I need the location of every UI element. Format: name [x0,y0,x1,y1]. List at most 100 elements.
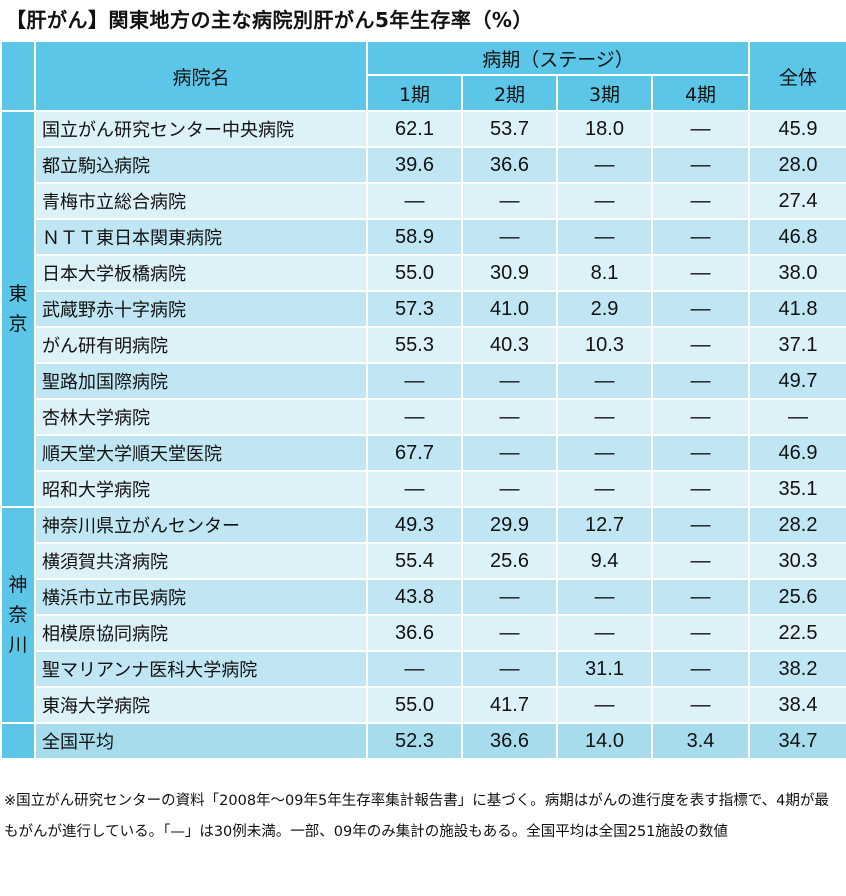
stage-4-value: — [651,614,750,652]
table-row: 杏林大学病院 — — — — — [1,398,846,436]
stage-1-value: 55.3 [366,326,463,364]
stage-1-value: — [366,650,463,688]
stage-2-value: 29.9 [461,506,558,544]
overall-value: 22.5 [748,614,846,652]
overall-value: 27.4 [748,182,846,220]
stage-2-value: 41.7 [461,686,558,724]
hospital-name: 杏林大学病院 [34,398,368,436]
stage-3-value: — [556,470,653,508]
table-row: 都立駒込病院 39.6 36.6 — — 28.0 [1,146,846,184]
stage-2-value: — [461,578,558,616]
stage-4-value: — [651,362,750,400]
stage-1-value: 62.1 [366,110,463,148]
stage-3-value: — [556,398,653,436]
stage-4-value: — [651,686,750,724]
header-overall: 全体 [748,40,846,112]
corner-cell [0,40,36,112]
stage-2-value: — [461,470,558,508]
stage-1-value: 36.6 [366,614,463,652]
stage-1-value: — [366,182,463,220]
stage-4-value: — [651,506,750,544]
group-label-kanagawa: 神奈川 [0,506,36,724]
group-label-tokyo: 東京 [0,110,36,508]
overall-value: 35.1 [748,470,846,508]
overall-value: 46.9 [748,434,846,472]
stage-3-value: — [556,686,653,724]
stage-1-value: 52.3 [366,722,463,760]
stage-2-value: — [461,218,558,256]
hospital-name: 聖路加国際病院 [34,362,368,400]
stage-3-value: — [556,434,653,472]
stage-4-value: — [651,326,750,364]
table-row: 昭和大学病院 — — — — 35.1 [1,470,846,508]
stage-2-value: 30.9 [461,254,558,292]
table-row: 相模原協同病院 36.6 — — — 22.5 [1,614,846,652]
overall-value: 49.7 [748,362,846,400]
stage-2-value: 41.0 [461,290,558,328]
stage-4-value: — [651,434,750,472]
stage-2-value: — [461,362,558,400]
header-stage-4: 4期 [651,74,750,112]
table-row: ＮＴＴ東日本関東病院 58.9 — — — 46.8 [1,218,846,256]
hospital-name: がん研有明病院 [34,326,368,364]
hospital-name: 東海大学病院 [34,686,368,724]
stage-1-value: — [366,398,463,436]
stage-1-value: 57.3 [366,290,463,328]
stage-4-value: 3.4 [651,722,750,760]
stage-2-value: — [461,182,558,220]
overall-value: 25.6 [748,578,846,616]
overall-value: 28.2 [748,506,846,544]
overall-value: 28.0 [748,146,846,184]
chart-title: 【肝がん】関東地方の主な病院別肝がん5年生存率（%） [6,8,533,32]
stage-1-value: — [366,362,463,400]
hospital-name: ＮＴＴ東日本関東病院 [34,218,368,256]
hospital-name: 昭和大学病院 [34,470,368,508]
table-row: 神奈川 神奈川県立がんセンター 49.3 29.9 12.7 — 28.2 [0,506,846,724]
stage-3-value: 31.1 [556,650,653,688]
table-row: 東海大学病院 55.0 41.7 — — 38.4 [1,686,846,724]
table-row: 武蔵野赤十字病院 57.3 41.0 2.9 — 41.8 [1,290,846,328]
stage-2-value: 40.3 [461,326,558,364]
stage-4-value: — [651,650,750,688]
stage-3-value: — [556,362,653,400]
stage-3-value: — [556,146,653,184]
stage-4-value: — [651,542,750,580]
table-row: がん研有明病院 55.3 40.3 10.3 — 37.1 [1,326,846,364]
stage-3-value: 18.0 [556,110,653,148]
stage-3-value: — [556,182,653,220]
stage-4-value: — [651,290,750,328]
stage-4-value: — [651,254,750,292]
stage-3-value: 10.3 [556,326,653,364]
hospital-name: 順天堂大学順天堂医院 [34,434,368,472]
stage-4-value: — [651,470,750,508]
stage-1-value: 39.6 [366,146,463,184]
stage-3-value: 12.7 [556,506,653,544]
hospital-name: 相模原協同病院 [34,614,368,652]
stage-1-value: 43.8 [366,578,463,616]
hospital-name: 国立がん研究センター中央病院 [34,110,368,148]
stage-1-value: — [366,470,463,508]
hospital-name: 横須賀共済病院 [34,542,368,580]
overall-value: 30.3 [748,542,846,580]
overall-value: 38.0 [748,254,846,292]
table-row: 聖マリアンナ医科大学病院 — — 31.1 — 38.2 [1,650,846,688]
stage-3-value: — [556,614,653,652]
average-label: 全国平均 [34,722,368,760]
table-row: 横浜市立市民病院 43.8 — — — 25.6 [1,578,846,616]
hospital-name: 横浜市立市民病院 [34,578,368,616]
overall-value: 38.4 [748,686,846,724]
header-stage-3: 3期 [556,74,653,112]
stage-4-value: — [651,218,750,256]
stage-2-value: 36.6 [461,722,558,760]
table-row: 東京 国立がん研究センター中央病院 62.1 53.7 18.0 — 45.9 [0,110,846,508]
table-row: 横須賀共済病院 55.4 25.6 9.4 — 30.3 [1,542,846,580]
stage-2-value: 25.6 [461,542,558,580]
stage-4-value: — [651,398,750,436]
hospital-name: 聖マリアンナ医科大学病院 [34,650,368,688]
hospital-name: 都立駒込病院 [34,146,368,184]
overall-value: 45.9 [748,110,846,148]
stage-4-value: — [651,578,750,616]
stage-1-value: 49.3 [366,506,463,544]
stage-2-value: — [461,434,558,472]
stage-3-value: 9.4 [556,542,653,580]
